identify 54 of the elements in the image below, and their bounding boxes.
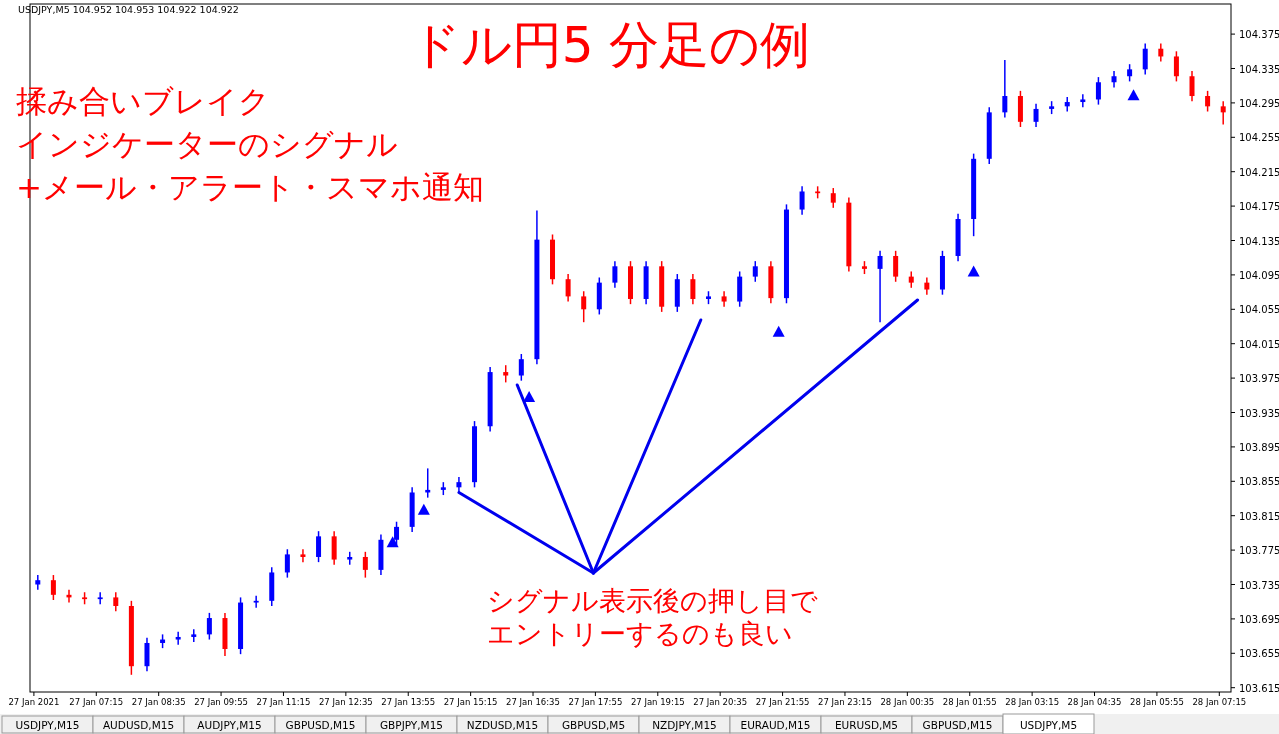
x-tick-label: 27 Jan 12:35 — [318, 697, 373, 707]
point — [523, 391, 536, 403]
y-tick-label: 103.935 — [1239, 407, 1279, 419]
x-tick-label: 27 Jan 13:55 — [381, 697, 436, 707]
y-tick-label: 103.815 — [1239, 510, 1279, 522]
x-tick-label: 28 Jan 01:55 — [942, 697, 997, 707]
y-tick-label: 104.095 — [1239, 269, 1279, 281]
point — [386, 536, 399, 548]
annotation: +メール・アラート・スマホ通知 — [16, 169, 484, 205]
x-tick-label: 27 Jan 07:15 — [69, 697, 124, 707]
x-tick-label: 27 Jan 09:55 — [194, 697, 248, 707]
y-tick-label: 104.015 — [1239, 338, 1279, 350]
y-tick-label: 103.655 — [1239, 648, 1279, 660]
annotation: 揉み合いブレイク — [16, 83, 270, 119]
y-tick-label: 104.335 — [1239, 63, 1279, 75]
annotation: インジケーターのシグナル — [16, 126, 398, 162]
x-tick-label: 27 Jan 19:15 — [630, 697, 685, 707]
y-tick-label: 104.055 — [1239, 304, 1279, 316]
annotation: シグナル表示後の押し目で — [487, 585, 818, 616]
y-tick-label: 104.175 — [1239, 201, 1279, 213]
point — [967, 265, 980, 277]
y-tick-label: 103.735 — [1239, 579, 1279, 591]
point — [772, 325, 785, 337]
x-tick-label: 27 Jan 08:35 — [131, 697, 186, 707]
x-tick-label: 27 Jan 15:15 — [443, 697, 498, 707]
x-tick-label: 28 Jan 05:55 — [1130, 697, 1184, 707]
point — [1127, 89, 1140, 101]
x-tick-label: 27 Jan 11:15 — [256, 697, 311, 707]
tabs: USDJPY,M15 AUDUSD,M15 AUDJPY,M15 GBPUSD,M15 GBPJPY,M15 NZDUSD,M15 GBPUSD,M5 NZDJPY,M15 EURAUD,M15 EURUSD,M5 GBPUSD,M15 USDJPY,M5 — [0, 713, 1279, 734]
x-tick-label: 28 Jan 04:35 — [1067, 697, 1122, 707]
y-tick-label: 104.135 — [1239, 235, 1279, 247]
y-tick-label: 104.375 — [1239, 29, 1279, 41]
y-tick-label: 104.255 — [1239, 132, 1279, 144]
annotation: エントリーするのも良い — [487, 618, 793, 649]
y-tick-label: 103.695 — [1239, 613, 1279, 625]
x-tick-label: 27 Jan 2021 — [8, 697, 60, 707]
x-tick-label: 27 Jan 21:55 — [755, 697, 810, 707]
y-tick-label: 103.775 — [1239, 545, 1279, 557]
y-tick-label: 104.295 — [1239, 97, 1279, 109]
y-tick-label: 104.215 — [1239, 166, 1279, 178]
y-tick-label: 103.855 — [1239, 476, 1279, 488]
x-tick-label: 27 Jan 17:55 — [568, 697, 623, 707]
x-tick-label: 27 Jan 16:35 — [506, 697, 560, 707]
x-tick-label: 28 Jan 00:35 — [880, 697, 935, 707]
y-tick-label: 103.975 — [1239, 373, 1279, 385]
x-tick-label: 27 Jan 20:35 — [693, 697, 748, 707]
y-tick-label: 103.615 — [1239, 682, 1279, 694]
x-tick-label: 28 Jan 03:15 — [1005, 697, 1060, 707]
x-tick-label: 28 Jan 07:15 — [1192, 697, 1247, 707]
x-tick-label: 27 Jan 23:15 — [818, 697, 872, 707]
point — [417, 503, 430, 515]
y-tick-label: 103.895 — [1239, 441, 1279, 453]
title: ドル円5 分足の例 — [409, 16, 811, 74]
annotation: USDJPY,M5 104.952 104.953 104.922 104.922 — [18, 4, 239, 15]
